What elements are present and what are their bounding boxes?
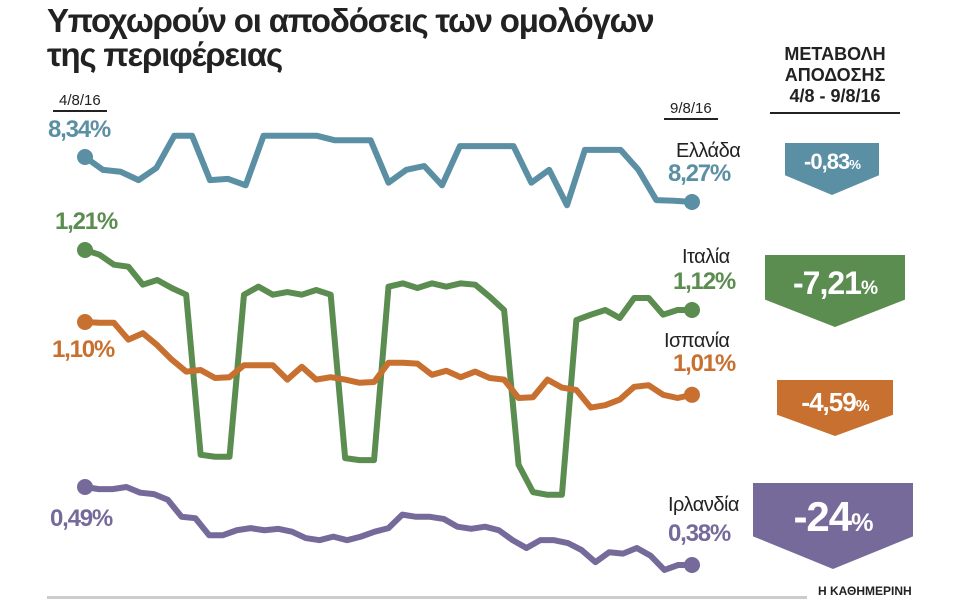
ireland-series-line bbox=[84, 484, 692, 573]
greece-start-label: 8,34% bbox=[48, 116, 111, 143]
spain-series-line bbox=[84, 319, 693, 411]
italy-end-label: 1,12% bbox=[673, 268, 736, 295]
chart-title-line1: Υποχωρούν οι αποδόσεις των ομολόγων bbox=[47, 2, 655, 39]
greece-change-value: -0,83 bbox=[804, 149, 850, 174]
italy-start-point bbox=[77, 242, 93, 258]
source-credit: Η ΚΑΘΗΜΕΡΙΝΗ bbox=[818, 584, 912, 598]
end-date-label: 9/8/16 bbox=[664, 100, 718, 120]
italy-end-point bbox=[684, 302, 700, 319]
change-panel-title: ΜΕΤΑΒΟΛΗ ΑΠΟΔΟΣΗΣ 4/8 - 9/8/16 bbox=[770, 44, 900, 114]
greece-start-point bbox=[77, 149, 93, 165]
ireland-end-point bbox=[684, 556, 700, 573]
greece-series-line bbox=[83, 132, 693, 209]
start-date-label: 4/8/16 bbox=[53, 92, 107, 112]
footer-divider bbox=[47, 596, 807, 599]
spain-end-label: 1,01% bbox=[673, 350, 736, 377]
greece-end-point bbox=[684, 194, 700, 211]
panel-title-line1: ΜΕΤΑΒΟΛΗ bbox=[784, 44, 886, 64]
panel-title-line3: 4/8 - 9/8/16 bbox=[789, 86, 881, 106]
spain-name: Ισπανία bbox=[664, 330, 730, 352]
ireland-start-label: 0,49% bbox=[50, 505, 113, 532]
ireland-end-label: 0,38% bbox=[668, 520, 731, 547]
italy-series-line bbox=[84, 247, 692, 498]
greece-name: Ελλάδα bbox=[676, 140, 741, 162]
ireland-change-value: -24 bbox=[793, 493, 852, 540]
ireland-start-point bbox=[77, 479, 93, 495]
ireland-name: Ιρλανδία bbox=[668, 494, 739, 516]
spain-end-point bbox=[684, 386, 700, 403]
spain-change-unit: % bbox=[855, 398, 870, 415]
italy-change-value: -7,21 bbox=[793, 265, 862, 301]
italy-change-unit: % bbox=[860, 278, 878, 299]
ireland-change-unit: % bbox=[851, 509, 873, 537]
spain-start-point bbox=[77, 314, 93, 330]
spain-change-value: -4,59 bbox=[801, 387, 856, 417]
italy-start-label: 1,21% bbox=[55, 208, 118, 235]
chart-title-line2: της περιφέρειας bbox=[47, 36, 283, 73]
panel-title-line2: ΑΠΟΔΟΣΗΣ bbox=[784, 65, 886, 85]
spain-start-label: 1,10% bbox=[52, 336, 115, 363]
greece-end-label: 8,27% bbox=[668, 160, 731, 187]
greece-change-unit: % bbox=[849, 157, 861, 172]
italy-name: Ιταλία bbox=[682, 246, 730, 268]
